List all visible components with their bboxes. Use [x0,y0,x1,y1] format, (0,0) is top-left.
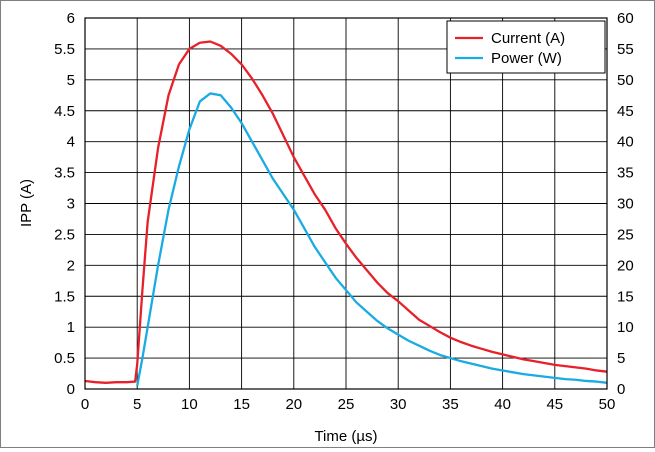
y2-tick-label-4: 20 [617,257,634,274]
x-tick-label-7: 35 [442,396,459,413]
y-tick-label-5: 2.5 [54,226,75,243]
y2-tick-label-0: 0 [617,381,625,398]
x-tick-label-3: 15 [233,396,250,413]
legend-label-1: Power (W) [491,50,562,67]
legend-label-0: Current (A) [491,30,565,47]
y-tick-label-3: 1.5 [54,288,75,305]
x-tick-label-0: 0 [81,396,89,413]
y2-tick-label-10: 50 [617,72,634,89]
x-axis-label: Time (µs) [314,428,377,445]
x-tick-labels: 0 5 10 15 20 25 30 35 40 45 50 [81,396,616,413]
x-tick-label-6: 30 [390,396,407,413]
x-tick-label-1: 5 [133,396,141,413]
legend-box [446,20,606,74]
x-tick-label-8: 40 [494,396,511,413]
y-tick-label-9: 4.5 [54,103,75,120]
y-tick-label-0: 0 [67,381,75,398]
y2-tick-labels: 0 5 10 15 20 25 30 35 40 45 50 55 60 [617,10,634,398]
y2-tick-label-6: 30 [617,196,634,213]
y-tick-label-6: 3 [67,196,75,213]
series-line-1 [136,92,608,387]
y-tick-label-4: 2 [67,257,75,274]
y-tick-label-11: 5.5 [54,41,75,58]
series-lines [84,40,608,387]
series-line-0 [84,40,608,384]
legend: Current (A) Power (W) [446,20,606,74]
y-axis-label: IPP (A) [18,179,35,227]
x-tick-label-4: 20 [285,396,302,413]
y2-tick-label-11: 55 [617,41,634,58]
y-tick-label-7: 3.5 [54,165,75,182]
y-tick-label-1: 0.5 [54,350,75,367]
y-tick-label-10: 5 [67,72,75,89]
y2-tick-label-2: 10 [617,319,634,336]
y2-tick-label-12: 60 [617,10,634,27]
y2-tick-label-5: 25 [617,226,634,243]
y-tick-label-8: 4 [67,134,75,151]
grid [84,17,608,390]
plot-border [84,17,608,390]
x-tick-label-9: 45 [546,396,563,413]
x-tick-label-10: 50 [599,396,616,413]
y-tick-label-2: 1 [67,319,75,336]
x-tick-label-2: 10 [181,396,198,413]
y2-tick-label-3: 15 [617,288,634,305]
y-tick-labels: 0 0.5 1 1.5 2 2.5 3 3.5 4 4.5 5 5.5 6 [54,10,75,398]
y-tick-label-12: 6 [67,10,75,27]
y2-tick-label-9: 45 [617,103,634,120]
y2-tick-label-8: 40 [617,134,634,151]
y2-tick-label-7: 35 [617,165,634,182]
x-tick-label-5: 25 [338,396,355,413]
y2-tick-label-1: 5 [617,350,625,367]
